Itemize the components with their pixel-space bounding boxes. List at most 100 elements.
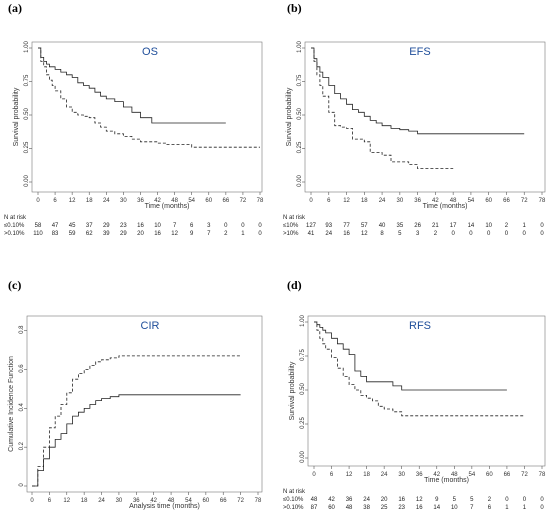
risk-count: 0: [451, 231, 455, 237]
x-tick-label: 36: [416, 472, 423, 478]
x-tick-label: 72: [521, 198, 528, 204]
x-tick-label: 12: [343, 198, 350, 204]
y-tick-label: 0.6: [19, 364, 25, 373]
risk-count: 29: [103, 223, 110, 229]
x-tick-label: 12: [69, 198, 76, 204]
risk-count: 5: [453, 497, 457, 503]
risk-count: 6: [488, 505, 492, 511]
panel-label: (b): [287, 1, 302, 15]
risk-count: 20: [137, 231, 144, 237]
risk-count: 23: [120, 223, 127, 229]
x-tick-label: 48: [451, 472, 458, 478]
panel-d: (d) RFS 0.00 0.25 0.50 0.75 1.00 Survival proba…: [283, 278, 546, 511]
risk-count: 14: [468, 223, 475, 229]
panel-c: (c) CIR 0 0.2 0.4 0.6 0.8 Cumulative Incidence …: [8, 278, 263, 510]
y-tick-label: 0.75: [297, 74, 303, 86]
risk-count: 23: [398, 505, 405, 511]
risk-count: 39: [103, 231, 110, 237]
x-tick-label: 72: [240, 198, 247, 204]
x-tick-label: 30: [116, 498, 123, 504]
risk-count: 0: [258, 231, 262, 237]
risk-count: 5: [470, 497, 474, 503]
risk-count: 12: [171, 231, 178, 237]
x-tick-label: 24: [103, 198, 110, 204]
chart-title: OS: [142, 46, 158, 58]
x-tick-label: 66: [220, 498, 227, 504]
x-tick-label: 24: [379, 198, 386, 204]
risk-count: 9: [435, 497, 439, 503]
risk-count: 60: [328, 505, 335, 511]
risk-count: 48: [311, 497, 318, 503]
x-tick-label: 18: [363, 472, 370, 478]
risk-count: 87: [311, 505, 318, 511]
risk-count: 16: [137, 223, 144, 229]
x-tick-label: 24: [98, 498, 105, 504]
y-tick-label: 0.25: [300, 417, 306, 429]
risk-count: 37: [86, 223, 93, 229]
series-line-1: [38, 47, 226, 124]
y-axis-label: Survival probability: [286, 87, 293, 146]
risk-count: 0: [540, 231, 544, 237]
risk-count: 0: [258, 223, 262, 229]
risk-count: 29: [120, 231, 127, 237]
risk-table-header: N at risk: [283, 489, 306, 495]
plot-frame: [31, 41, 263, 193]
x-tick-label: 60: [485, 198, 492, 204]
x-tick-label: 72: [237, 498, 244, 504]
risk-count: 42: [328, 497, 335, 503]
risk-count: 57: [361, 223, 368, 229]
x-tick-label: 6: [53, 198, 57, 204]
plot-frame: [307, 315, 546, 467]
x-tick-label: 48: [450, 198, 457, 204]
y-tick-label: 1.00: [24, 41, 30, 53]
panel-label: (d): [287, 278, 302, 292]
risk-count: 10: [154, 223, 161, 229]
y-tick-label: 0.00: [24, 175, 30, 187]
series-line-2: [38, 47, 260, 148]
risk-count: 3: [207, 223, 211, 229]
y-tick-label: 0.50: [300, 383, 306, 395]
risk-count: 20: [381, 497, 388, 503]
x-axis-label: Time (months): [423, 203, 468, 210]
risk-count: 12: [361, 231, 368, 237]
risk-row-label: ≤10%: [283, 223, 299, 229]
y-axis-label: Survival probability: [289, 361, 296, 420]
risk-count: 2: [434, 231, 438, 237]
y-tick-label: 1.00: [300, 315, 306, 327]
risk-count: 7: [173, 223, 177, 229]
series-line-2: [311, 47, 454, 169]
panel-label: (c): [8, 278, 21, 292]
x-axis-label: Analysis time (months): [129, 503, 200, 510]
x-tick-label: 42: [150, 498, 157, 504]
x-tick-label: 54: [185, 498, 192, 504]
series-line-1: [314, 321, 507, 391]
risk-count: 0: [505, 231, 509, 237]
y-tick-label: 0.8: [19, 325, 25, 334]
risk-count: 14: [433, 505, 440, 511]
panel-label: (a): [8, 1, 22, 15]
risk-row-label: >0.10%: [283, 505, 304, 511]
y-tick-label: 0.50: [24, 108, 30, 120]
risk-count: 2: [488, 497, 492, 503]
y-tick-label: 0.50: [297, 108, 303, 120]
panel-b: (b) EFS 0.00 0.25 0.50 0.75 1.00 Survival proba…: [283, 1, 546, 237]
x-tick-label: 54: [469, 472, 476, 478]
risk-count: 0: [505, 497, 509, 503]
x-tick-label: 66: [223, 198, 230, 204]
x-tick-label: 78: [257, 198, 264, 204]
y-tick-label: 0.75: [300, 349, 306, 361]
series-line-1: [32, 394, 241, 487]
x-tick-label: 60: [486, 472, 493, 478]
risk-table-header: N at risk: [4, 215, 27, 221]
x-tick-label: 6: [48, 498, 52, 504]
risk-count: 5: [398, 231, 402, 237]
panel-a: (a) OS 0.00 0.25 0.50 0.75 1.00 Survival probab…: [4, 1, 264, 237]
risk-count: 48: [346, 505, 353, 511]
risk-count: 110: [33, 231, 43, 237]
chart-title: EFS: [409, 46, 430, 58]
x-tick-label: 42: [432, 198, 439, 204]
risk-count: 2: [505, 223, 509, 229]
risk-count: 0: [540, 223, 544, 229]
risk-count: 10: [451, 505, 458, 511]
risk-count: 1: [523, 223, 527, 229]
